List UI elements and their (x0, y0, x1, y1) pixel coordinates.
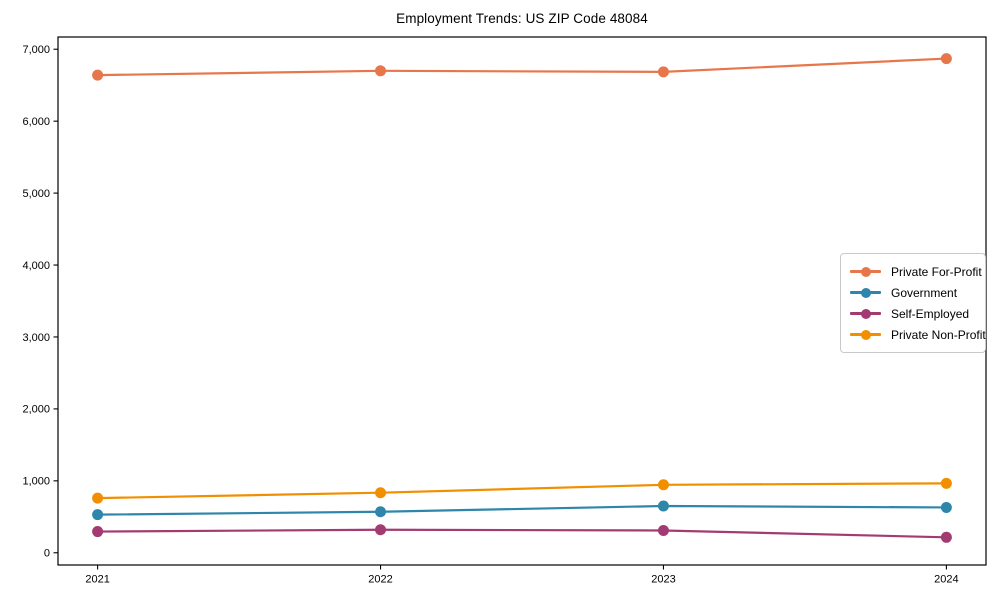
series-line (96, 528, 948, 539)
y-tick-label: 7,000 (22, 44, 50, 56)
x-tick-label: 2023 (651, 574, 675, 586)
data-point (940, 477, 952, 489)
data-point (657, 66, 669, 78)
data-point (375, 524, 387, 536)
legend-line-marker-icon (850, 312, 881, 315)
data-point (940, 501, 952, 513)
y-tick-label: 3,000 (22, 332, 50, 344)
chart-title: Employment Trends: US ZIP Code 48084 (396, 11, 648, 26)
legend-item: Self-Employed (850, 303, 975, 324)
data-point (375, 65, 387, 77)
data-point (92, 492, 104, 504)
series-line (96, 57, 948, 77)
legend: Private For-Profit Government Self-Employe… (840, 253, 986, 353)
legend-line-marker-icon (850, 270, 881, 273)
data-point (657, 479, 669, 491)
y-tick-label: 6,000 (22, 116, 50, 128)
x-tick-label: 2024 (934, 574, 958, 586)
legend-line-marker-icon (850, 291, 881, 294)
legend-item-label: Self-Employed (891, 306, 970, 321)
data-point (375, 487, 387, 499)
legend-item-label: Private Non-Profit (891, 327, 986, 342)
data-point (375, 506, 387, 518)
legend-item: Private Non-Profit (850, 324, 986, 345)
legend-item-label: Private For-Profit (891, 264, 982, 279)
series-line (96, 482, 948, 500)
legend-item: Government (850, 282, 975, 303)
y-tick-label: 5,000 (22, 188, 50, 200)
data-point (92, 69, 104, 81)
data-point (92, 526, 104, 538)
y-tick-label: 2,000 (22, 404, 50, 416)
legend-item: Private For-Profit (850, 261, 982, 282)
y-tick-label: 0 (44, 548, 50, 560)
y-tick-label: 1,000 (22, 476, 50, 488)
x-tick-label: 2022 (368, 574, 392, 586)
series-line (96, 504, 948, 516)
data-point (940, 53, 952, 65)
x-tick-label: 2021 (85, 574, 109, 586)
y-tick-label: 4,000 (22, 260, 50, 272)
axes-spines (57, 36, 987, 566)
data-point (940, 531, 952, 543)
legend-item-label: Government (891, 285, 958, 300)
data-point (657, 500, 669, 512)
legend-line-marker-icon (850, 333, 881, 336)
data-point (92, 509, 104, 521)
data-point (657, 524, 669, 536)
